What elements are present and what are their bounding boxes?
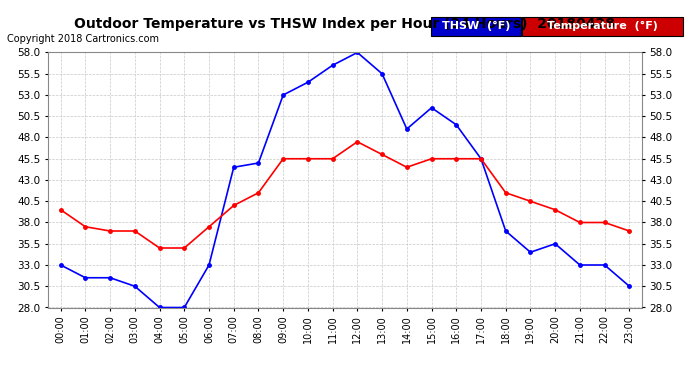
- Text: Temperature  (°F): Temperature (°F): [547, 21, 658, 31]
- Text: THSW  (°F): THSW (°F): [442, 21, 511, 31]
- Text: Outdoor Temperature vs THSW Index per Hour (24 Hours)  20180428: Outdoor Temperature vs THSW Index per Ho…: [75, 17, 615, 31]
- Text: Copyright 2018 Cartronics.com: Copyright 2018 Cartronics.com: [7, 34, 159, 44]
